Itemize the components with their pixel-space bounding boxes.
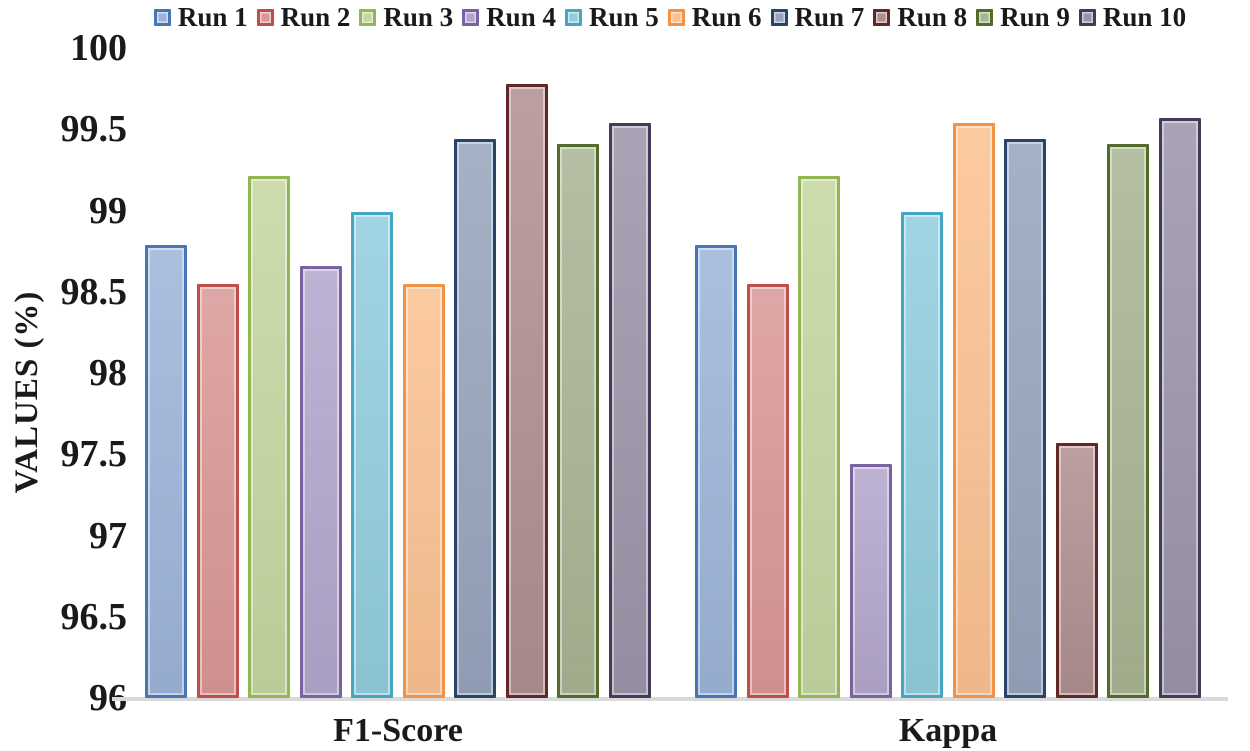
bar-kappa-run-7 [1004, 139, 1047, 698]
legend-item-run-3: Run 3 [359, 1, 454, 32]
bar-kappa-run-2 [746, 283, 789, 698]
bar-kappa-run-3 [798, 176, 841, 698]
y-tick-96-5: 96.5 [60, 595, 128, 638]
legend-label: Run 4 [486, 1, 556, 32]
bar-f1-score-run-1 [145, 244, 188, 698]
bar-f1-score-run-5 [351, 212, 394, 698]
bar-f1-score-run-4 [299, 265, 342, 698]
x-axis-label-kappa: Kappa [898, 712, 998, 749]
legend-swatch-icon [1078, 8, 1096, 26]
legend-label: Run 1 [177, 1, 248, 32]
y-tick-97-5: 97.5 [60, 433, 128, 476]
legend-label: Run 9 [1000, 1, 1070, 32]
legend-item-run-5: Run 5 [564, 1, 659, 32]
y-tick-97: 97 [89, 514, 127, 557]
legend-item-run-2: Run 2 [256, 1, 351, 32]
bar-kappa-run-10 [1158, 117, 1201, 698]
bar-f1-score-run-7 [454, 139, 497, 698]
legend-label: Run 7 [794, 1, 865, 32]
legend-label: Run 2 [280, 1, 351, 32]
x-axis-label-f1-score: F1-Score [333, 712, 463, 749]
legend-swatch-icon [770, 8, 788, 26]
bar-kappa-run-6 [952, 122, 995, 698]
x-axis-line [112, 697, 1228, 701]
bar-f1-score-run-9 [557, 143, 600, 698]
legend-swatch-icon [667, 8, 685, 26]
legend-swatch-icon [873, 8, 891, 26]
bar-f1-score-run-2 [196, 283, 239, 698]
legend-label: Run 3 [383, 1, 454, 32]
legend-item-run-6: Run 6 [667, 1, 762, 32]
bar-kappa-run-5 [901, 212, 944, 698]
chart-legend: Run 1 Run 2 Run 3 Run 4 Run 5 Run 6 Run 7 Run 8… [90, 0, 1250, 34]
legend-item-run-7: Run 7 [770, 1, 865, 32]
legend-item-run-8: Run 8 [873, 1, 968, 32]
bar-kappa-run-1 [695, 244, 738, 698]
y-tick-98-5: 98.5 [60, 270, 128, 313]
y-tick-98: 98 [89, 352, 127, 394]
legend-swatch-icon [256, 8, 274, 26]
legend-item-run-4: Run 4 [462, 1, 556, 32]
y-tick-96: 96 [89, 677, 127, 719]
legend-swatch-icon [153, 8, 171, 26]
bar-f1-score-run-8 [505, 83, 548, 698]
y-tick-100: 100 [70, 27, 127, 69]
bar-kappa-run-8 [1055, 442, 1098, 698]
legend-label: Run 6 [691, 1, 762, 32]
bar-f1-score-run-3 [248, 176, 291, 698]
legend-label: Run 5 [588, 1, 659, 32]
legend-swatch-icon [564, 8, 582, 26]
legend-item-run-9: Run 9 [976, 1, 1070, 32]
legend-item-run-1: Run 1 [153, 1, 248, 32]
y-tick-99: 99 [89, 189, 127, 232]
legend-item-run-10: Run 10 [1078, 1, 1187, 32]
bar-kappa-run-9 [1107, 143, 1150, 698]
legend-swatch-icon [462, 8, 480, 26]
bar-f1-score-run-10 [608, 122, 651, 698]
legend-swatch-icon [976, 8, 994, 26]
legend-label: Run 10 [1102, 1, 1187, 32]
bar-f1-score-run-6 [402, 283, 445, 698]
y-tick-99-5: 99.5 [60, 108, 128, 151]
legend-label: Run 8 [897, 1, 968, 32]
bar-kappa-run-4 [849, 464, 892, 698]
legend-swatch-icon [359, 8, 377, 26]
